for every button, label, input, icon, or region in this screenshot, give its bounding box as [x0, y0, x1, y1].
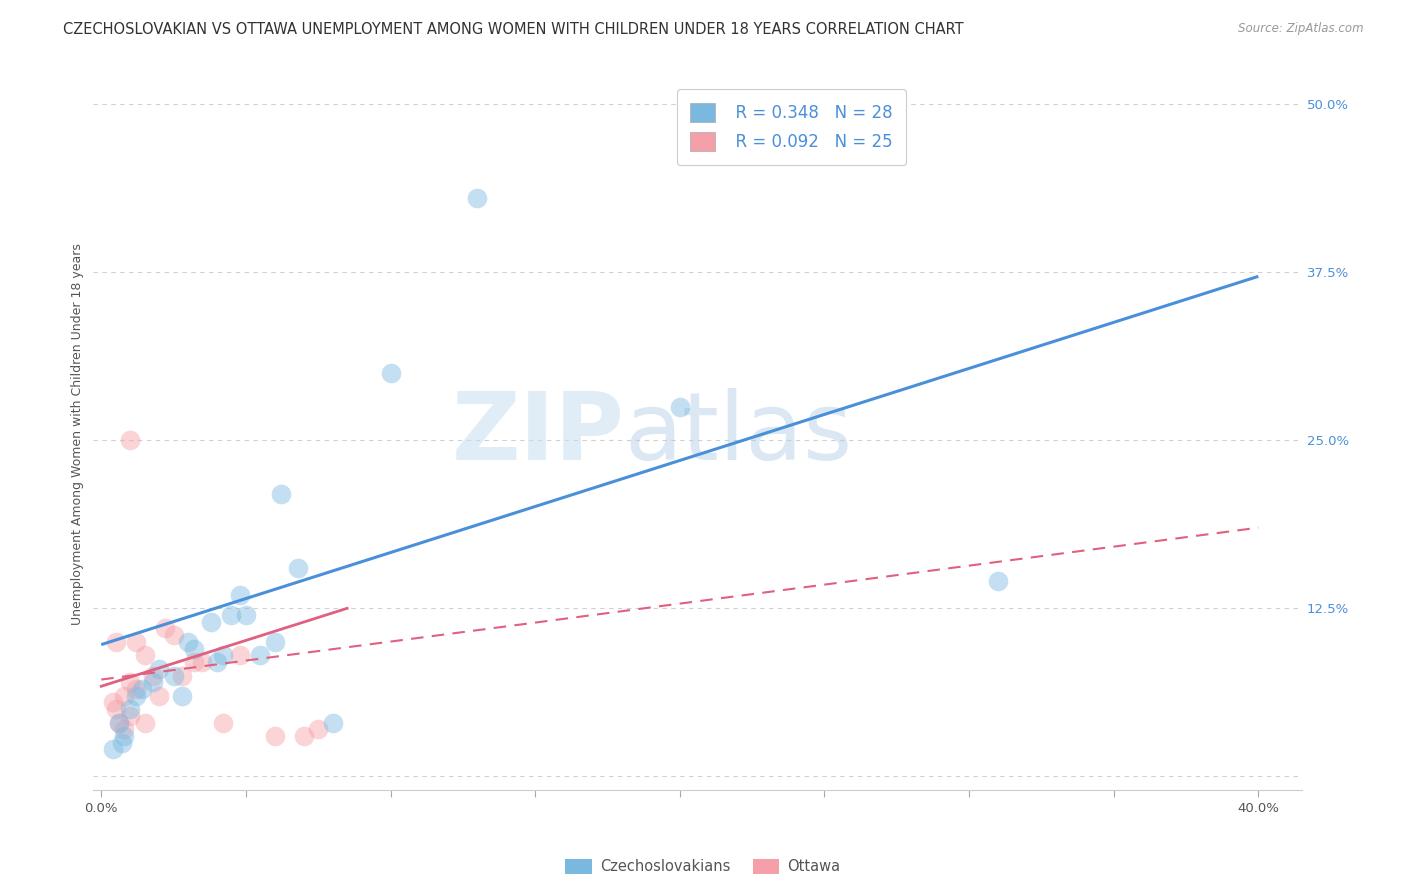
Point [125, 681, 148, 696]
Point [148, 689, 170, 703]
Point [235, 608, 257, 623]
Point [104, 702, 127, 716]
Point [120, 702, 142, 716]
Point [162, 668, 184, 682]
Point [125, 635, 148, 649]
Text: CZECHOSLOVAKIAN VS OTTAWA UNEMPLOYMENT AMONG WOMEN WITH CHILDREN UNDER 18 YEARS : CZECHOSLOVAKIAN VS OTTAWA UNEMPLOYMENT A… [63, 22, 965, 37]
Point [120, 709, 142, 723]
Point [322, 715, 344, 730]
Point [131, 681, 153, 696]
Point [134, 715, 156, 730]
Point [172, 668, 194, 682]
Point [249, 648, 271, 663]
Point [112, 723, 135, 737]
Point [183, 641, 205, 656]
Point [134, 648, 156, 663]
Point [104, 635, 127, 649]
Point [107, 715, 129, 730]
Point [162, 628, 184, 642]
Text: Source: ZipAtlas.com: Source: ZipAtlas.com [1239, 22, 1364, 36]
Point [263, 635, 285, 649]
Point [120, 675, 142, 690]
Point [110, 736, 132, 750]
Point [120, 434, 142, 448]
Point [263, 729, 285, 743]
Point [101, 695, 124, 709]
Point [142, 668, 165, 682]
Point [148, 662, 170, 676]
Point [125, 689, 148, 703]
Point [987, 574, 1010, 589]
Point [211, 715, 233, 730]
Point [191, 655, 214, 669]
Point [465, 191, 488, 205]
Y-axis label: Unemployment Among Women with Children Under 18 years: Unemployment Among Women with Children U… [72, 243, 84, 624]
Point [172, 689, 194, 703]
Point [287, 561, 309, 575]
Point [101, 742, 124, 756]
Point [380, 366, 402, 380]
Point [177, 635, 200, 649]
Point [229, 648, 252, 663]
Point [183, 655, 205, 669]
Point [112, 729, 135, 743]
Point [200, 615, 222, 629]
Point [107, 715, 129, 730]
Legend: Czechoslovakians, Ottawa: Czechoslovakians, Ottawa [560, 853, 846, 880]
Point [211, 648, 233, 663]
Point [292, 729, 315, 743]
Point [205, 655, 228, 669]
Point [112, 689, 135, 703]
Point [229, 588, 252, 602]
Point [270, 487, 292, 501]
Text: ZIP: ZIP [451, 388, 624, 480]
Point [153, 622, 176, 636]
Point [668, 400, 690, 414]
Text: atlas: atlas [624, 388, 853, 480]
Legend:   R = 0.348   N = 28,   R = 0.092   N = 25: R = 0.348 N = 28, R = 0.092 N = 25 [678, 89, 907, 164]
Point [307, 723, 329, 737]
Point [221, 608, 243, 623]
Point [142, 675, 165, 690]
